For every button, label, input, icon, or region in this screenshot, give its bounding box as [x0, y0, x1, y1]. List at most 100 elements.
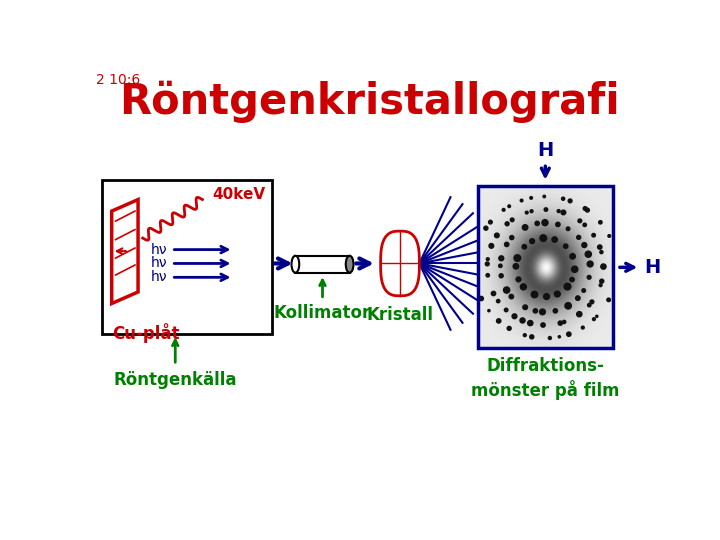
Circle shape: [568, 199, 572, 203]
Circle shape: [588, 261, 593, 267]
Circle shape: [583, 207, 587, 211]
Circle shape: [497, 300, 500, 303]
Circle shape: [505, 222, 509, 226]
Circle shape: [578, 219, 582, 222]
Circle shape: [530, 197, 533, 199]
Circle shape: [588, 303, 591, 307]
Circle shape: [577, 235, 580, 239]
Circle shape: [553, 309, 557, 313]
Circle shape: [512, 314, 517, 319]
Circle shape: [508, 205, 510, 207]
Circle shape: [572, 266, 578, 272]
Circle shape: [522, 245, 526, 249]
Circle shape: [570, 278, 575, 282]
Circle shape: [531, 291, 538, 298]
Circle shape: [592, 233, 595, 237]
Circle shape: [499, 274, 503, 278]
Circle shape: [540, 235, 546, 241]
Circle shape: [489, 220, 492, 224]
Circle shape: [534, 309, 537, 313]
Circle shape: [528, 320, 533, 326]
Bar: [102, 180, 272, 334]
Text: Kollimator: Kollimator: [274, 303, 371, 321]
Circle shape: [486, 258, 489, 261]
Circle shape: [523, 305, 528, 309]
Polygon shape: [112, 200, 138, 303]
Circle shape: [530, 210, 533, 213]
Circle shape: [600, 264, 606, 269]
Circle shape: [530, 239, 534, 244]
Circle shape: [505, 308, 508, 312]
Circle shape: [495, 233, 499, 238]
Text: H: H: [537, 140, 554, 159]
Circle shape: [489, 244, 494, 248]
Circle shape: [570, 254, 575, 259]
Circle shape: [520, 318, 525, 323]
Circle shape: [581, 326, 584, 329]
Circle shape: [585, 208, 590, 212]
Circle shape: [505, 242, 509, 247]
Bar: [295, 256, 350, 273]
Circle shape: [523, 334, 526, 336]
Circle shape: [590, 300, 594, 303]
Circle shape: [600, 279, 604, 283]
Polygon shape: [381, 231, 419, 296]
Circle shape: [535, 221, 539, 226]
Circle shape: [565, 302, 572, 309]
Text: Diffraktions-
mönster på film: Diffraktions- mönster på film: [471, 357, 620, 400]
Circle shape: [539, 309, 545, 315]
Circle shape: [558, 321, 562, 325]
Circle shape: [485, 262, 489, 266]
Circle shape: [509, 294, 513, 299]
Circle shape: [516, 277, 521, 282]
Circle shape: [526, 211, 528, 214]
Circle shape: [503, 208, 505, 211]
Circle shape: [557, 210, 560, 213]
Circle shape: [562, 320, 566, 323]
Circle shape: [608, 234, 611, 237]
Circle shape: [522, 225, 528, 230]
Circle shape: [595, 315, 598, 318]
Circle shape: [561, 210, 566, 215]
Circle shape: [575, 296, 580, 300]
Circle shape: [484, 226, 488, 230]
Text: H: H: [644, 258, 660, 277]
Circle shape: [487, 309, 490, 312]
Circle shape: [543, 195, 546, 198]
Circle shape: [554, 291, 560, 297]
Circle shape: [510, 218, 514, 222]
Circle shape: [510, 235, 514, 240]
Circle shape: [564, 244, 568, 248]
Circle shape: [552, 237, 557, 242]
Circle shape: [499, 256, 504, 261]
Circle shape: [513, 264, 518, 269]
Circle shape: [564, 283, 571, 290]
Bar: [477, 186, 613, 348]
Circle shape: [566, 227, 570, 231]
Text: hν: hν: [151, 271, 168, 285]
Text: Röntgenkristallografi: Röntgenkristallografi: [119, 80, 619, 123]
Text: 40keV: 40keV: [212, 187, 266, 201]
Text: hν: hν: [151, 256, 168, 271]
Text: Röntgenkälla: Röntgenkälla: [114, 372, 237, 389]
Circle shape: [599, 284, 602, 287]
Circle shape: [549, 336, 552, 340]
Ellipse shape: [292, 256, 300, 273]
Text: 2 10:6: 2 10:6: [96, 72, 140, 86]
Circle shape: [588, 275, 591, 279]
Circle shape: [582, 242, 587, 247]
Circle shape: [607, 298, 611, 302]
Circle shape: [598, 221, 602, 224]
Circle shape: [530, 335, 534, 339]
Circle shape: [503, 287, 510, 293]
Circle shape: [491, 291, 495, 296]
Circle shape: [486, 274, 490, 277]
Circle shape: [567, 332, 571, 336]
Text: Cu-plåt: Cu-plåt: [112, 323, 179, 343]
Circle shape: [600, 251, 603, 254]
Text: Kristall: Kristall: [366, 306, 433, 324]
Circle shape: [479, 296, 483, 301]
Circle shape: [558, 336, 560, 338]
Circle shape: [497, 319, 501, 323]
Circle shape: [585, 251, 591, 257]
